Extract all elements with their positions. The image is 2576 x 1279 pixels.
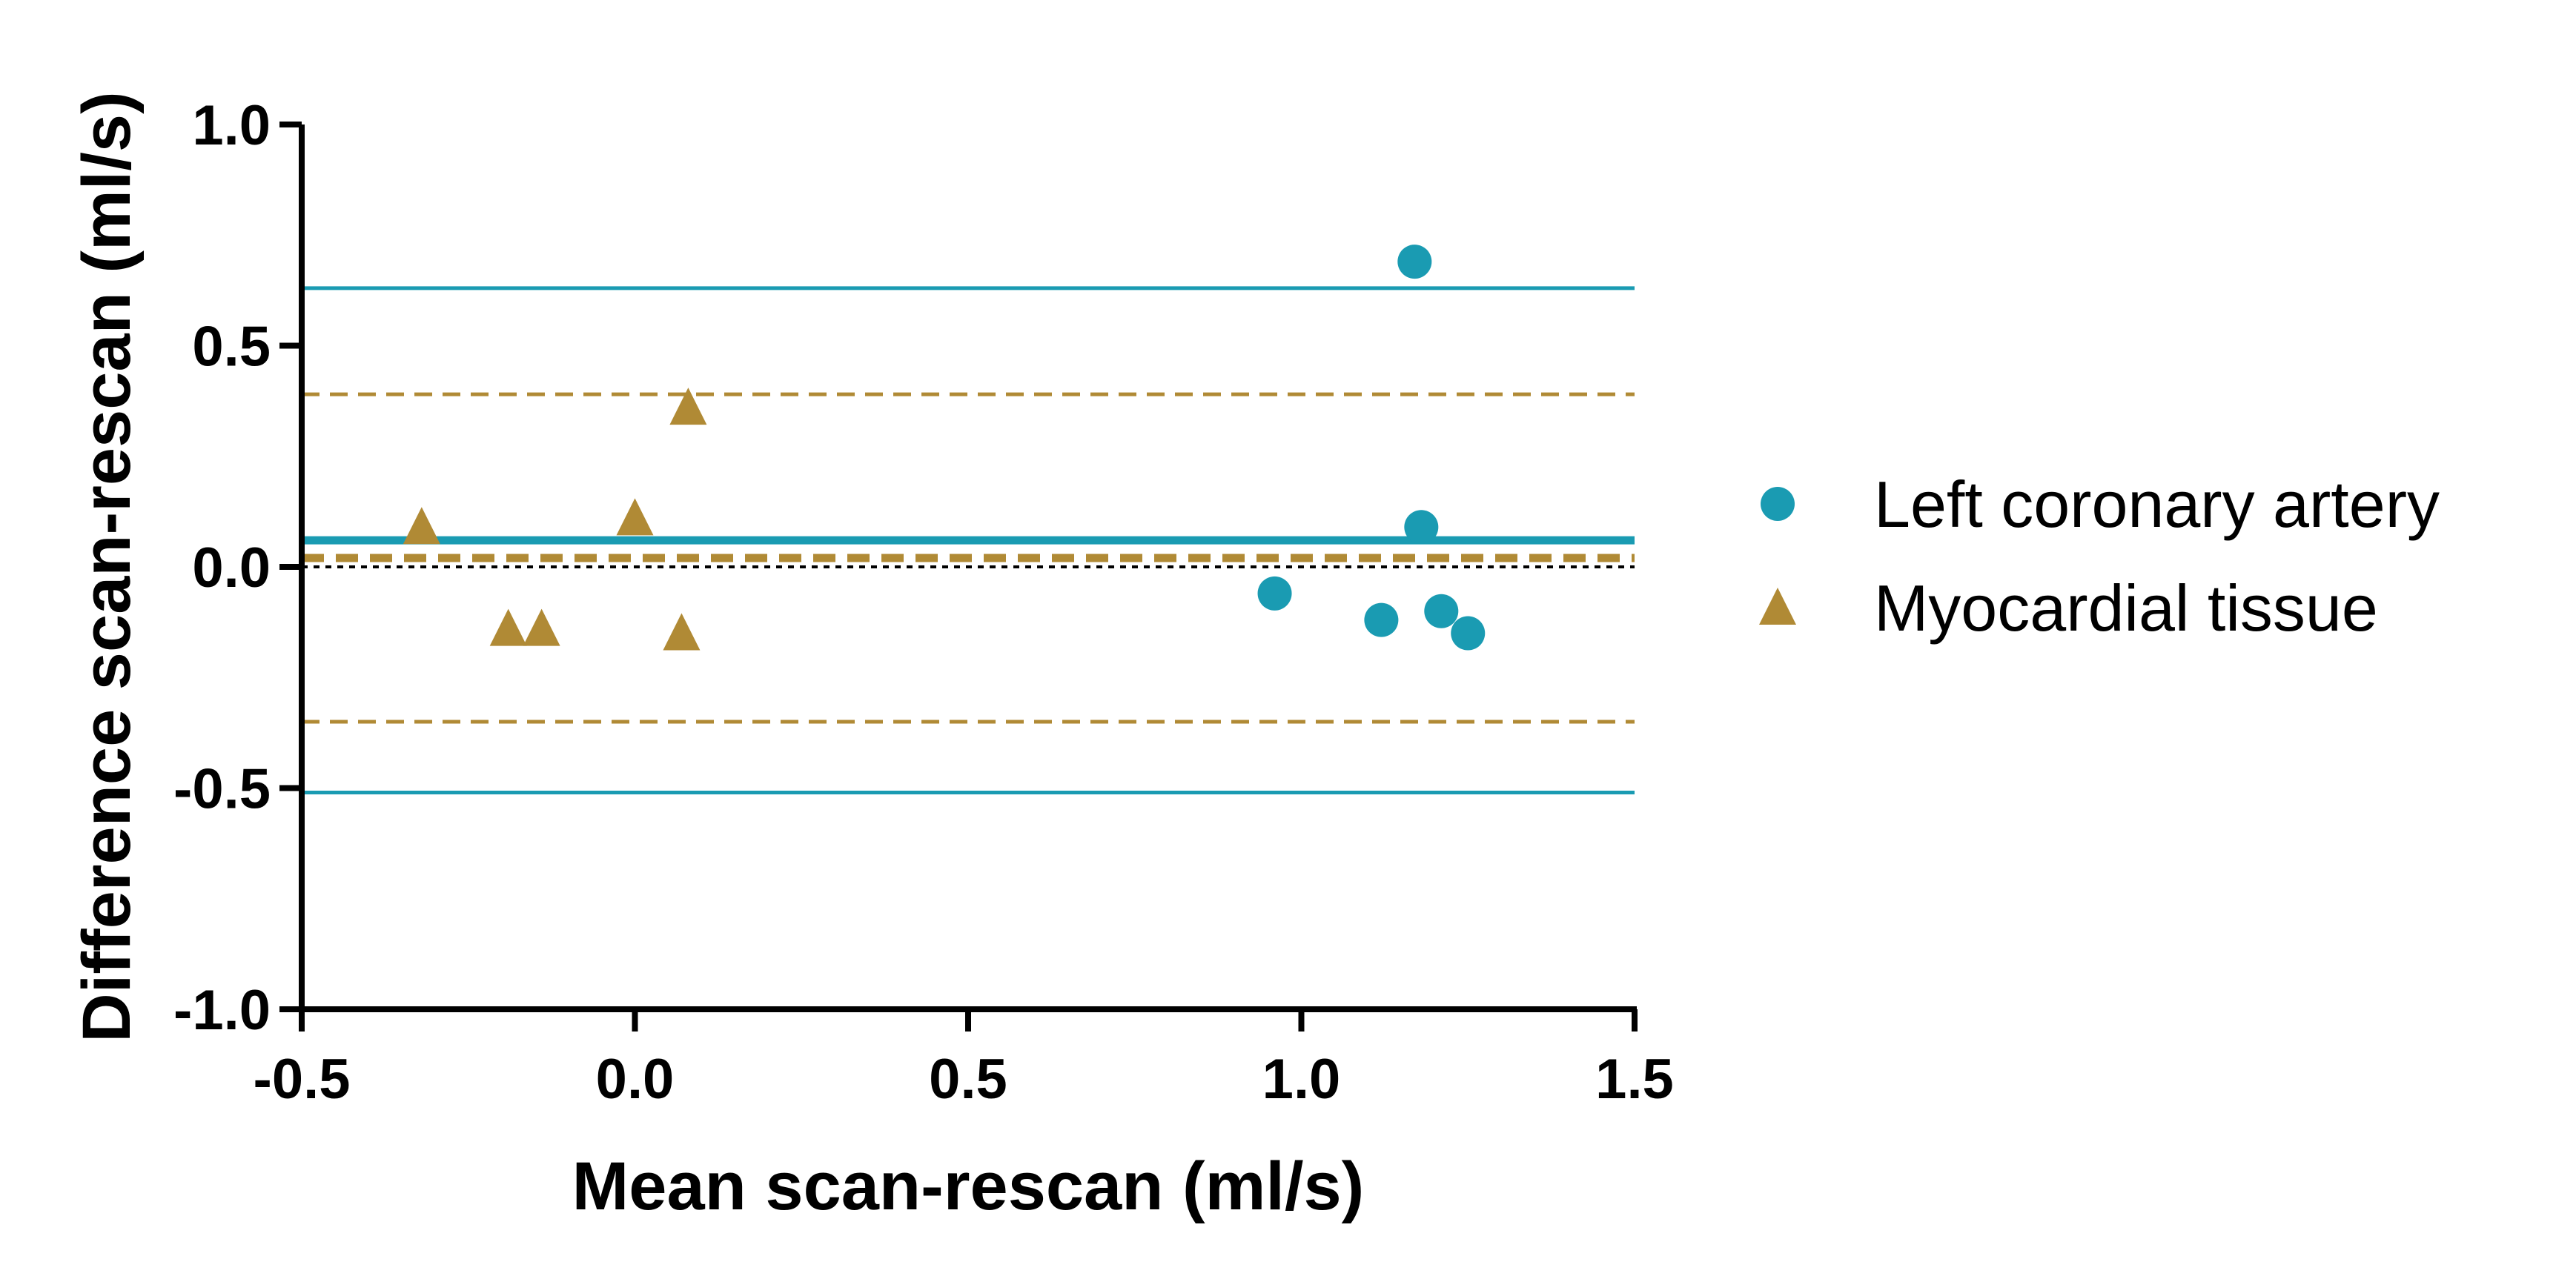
- y-axis-title: Difference scan-rescan (ml/s): [69, 91, 145, 1042]
- myocardial-tissue-point: [616, 498, 654, 536]
- x-tick-label: 0.5: [929, 1048, 1007, 1111]
- left-coronary-artery-point: [1424, 594, 1459, 628]
- legend-left-coronary-artery-label: Left coronary artery: [1874, 468, 2440, 541]
- legend-myocardial-tissue-label: Myocardial tissue: [1874, 571, 2378, 645]
- y-tick-label: 1.0: [192, 94, 271, 157]
- left-coronary-artery-point: [1404, 510, 1439, 545]
- myocardial-tissue-point: [663, 613, 701, 651]
- x-tick-label: -0.5: [254, 1048, 351, 1111]
- x-tick-label: 1.0: [1262, 1048, 1341, 1111]
- myocardial-tissue-point: [669, 388, 707, 425]
- x-axis-title: Mean scan-rescan (ml/s): [572, 1149, 1365, 1224]
- myocardial-tissue-point: [489, 608, 527, 646]
- y-tick-label: -1.0: [173, 979, 271, 1042]
- left-coronary-artery-point: [1364, 602, 1399, 637]
- myocardial-tissue-point: [523, 608, 560, 646]
- x-tick-label: 0.0: [596, 1048, 675, 1111]
- legend: Left coronary artery Myocardial tissue: [1759, 468, 2440, 645]
- y-tick-label: 0.0: [192, 536, 271, 599]
- x-tick-label: 1.5: [1595, 1048, 1674, 1111]
- left-coronary-artery-point: [1397, 245, 1432, 279]
- y-tick-label: 0.5: [192, 316, 271, 379]
- y-tick-label: -0.5: [173, 758, 271, 821]
- myocardial-tissue-point: [403, 507, 440, 545]
- agreement-lines: [302, 286, 1635, 794]
- legend-myocardial-tissue-marker: [1759, 588, 1796, 625]
- data-points: [403, 245, 1486, 651]
- legend-left-coronary-artery-marker: [1761, 487, 1795, 521]
- left-coronary-artery-point: [1257, 576, 1292, 611]
- left-coronary-artery-point: [1451, 616, 1486, 651]
